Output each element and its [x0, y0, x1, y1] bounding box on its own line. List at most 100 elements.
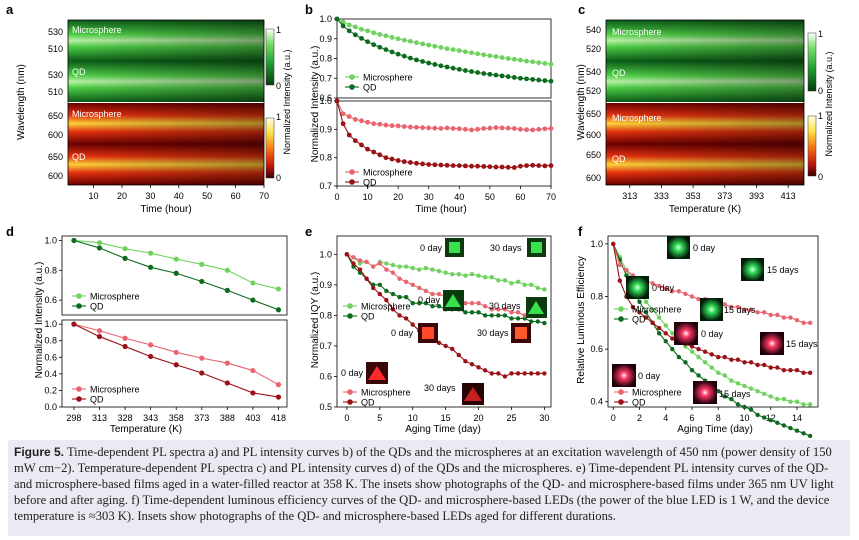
- data-point: [148, 264, 154, 270]
- inset-photo: [626, 276, 649, 299]
- data-point: [456, 48, 462, 53]
- data-point: [456, 271, 462, 277]
- panel-a-letter: a: [6, 2, 14, 17]
- data-point: [476, 273, 481, 278]
- x-tick-label: 25: [506, 413, 516, 423]
- data-point: [696, 354, 701, 360]
- data-point: [656, 331, 662, 336]
- data-point: [430, 267, 435, 272]
- colorbar-top: 1: [818, 29, 823, 39]
- data-point: [351, 255, 356, 260]
- data-point: [643, 299, 649, 304]
- data-point: [71, 321, 77, 327]
- legend-label: QD: [361, 312, 375, 322]
- data-point: [377, 291, 382, 297]
- figure-caption: Figure 5. Time-dependent PL spectra a) a…: [8, 440, 850, 536]
- data-point: [663, 323, 668, 328]
- data-point: [493, 72, 499, 78]
- data-point: [443, 270, 448, 275]
- data-point: [807, 402, 813, 407]
- caption-text: Time-dependent PL spectra a) and PL inte…: [14, 445, 834, 523]
- panel-c-xlabel: Temperature (K): [669, 204, 741, 215]
- data-point: [536, 126, 542, 132]
- data-point: [250, 297, 256, 303]
- data-point: [469, 310, 475, 315]
- data-point: [524, 76, 529, 82]
- data-point: [496, 278, 501, 283]
- data-point: [401, 159, 407, 165]
- panel-a-strip-label: Microsphere: [72, 109, 122, 119]
- data-point: [663, 339, 668, 344]
- data-point: [542, 61, 548, 66]
- data-point: [475, 70, 481, 75]
- data-point: [643, 315, 649, 320]
- data-point: [542, 78, 548, 84]
- data-point: [768, 312, 773, 318]
- panel-e-ylabel: Normalized IQY (a.u.): [310, 272, 321, 369]
- data-point: [96, 333, 103, 340]
- data-point: [371, 121, 377, 127]
- data-point: [702, 360, 708, 365]
- panel-c-letter: c: [578, 2, 585, 17]
- data-point: [536, 77, 542, 83]
- y-tick-label: 0.5: [319, 402, 332, 412]
- data-point: [456, 126, 462, 132]
- y-tick-label: 0.9: [319, 280, 332, 290]
- inset-photo: [674, 322, 698, 345]
- legend-label: Microsphere: [632, 388, 682, 398]
- legend-label: Microsphere: [363, 168, 413, 178]
- data-point: [122, 255, 128, 261]
- data-point: [364, 259, 369, 265]
- data-point: [365, 146, 370, 152]
- panel-c-strip-2: QD 540 520: [586, 61, 804, 102]
- x-tick-label: 14: [792, 413, 802, 423]
- data-point: [438, 63, 444, 69]
- data-point: [423, 288, 429, 294]
- data-point: [476, 310, 481, 315]
- data-point: [444, 46, 450, 52]
- data-point: [663, 331, 668, 336]
- data-point: [624, 268, 629, 273]
- data-point: [781, 423, 787, 428]
- y-tick: 650: [586, 109, 601, 119]
- y-tick-label: 1.0: [319, 96, 332, 106]
- data-point: [432, 162, 438, 168]
- data-point: [748, 407, 754, 412]
- data-point: [696, 296, 701, 302]
- data-point: [377, 282, 382, 288]
- data-point: [173, 362, 179, 368]
- data-point: [722, 394, 728, 399]
- data-point: [499, 125, 505, 131]
- panel-a-strip-2: QD 530 510: [48, 61, 264, 102]
- data-point: [502, 374, 508, 379]
- x-tick-label: 50: [202, 191, 212, 201]
- inset-label: 0 day: [418, 295, 441, 305]
- data-point: [359, 118, 364, 124]
- data-point: [397, 294, 402, 300]
- data-point: [650, 320, 655, 326]
- x-tick-label: 20: [474, 413, 484, 423]
- inset-photo: [667, 236, 690, 259]
- y-tick-label: 1.0: [319, 249, 332, 259]
- data-point: [224, 287, 230, 294]
- data-point: [410, 300, 415, 306]
- data-point: [807, 370, 813, 375]
- y-tick: 530: [48, 70, 63, 80]
- data-point: [670, 346, 675, 352]
- data-point: [96, 245, 103, 251]
- legend-label: Microsphere: [363, 73, 413, 83]
- inset-label: 30 days: [477, 328, 509, 338]
- data-point: [670, 289, 675, 294]
- data-point: [676, 354, 682, 360]
- x-tick-label: 393: [749, 191, 764, 201]
- legend-marker: [347, 313, 353, 319]
- x-tick-label: 0: [344, 413, 349, 423]
- legend-label: QD: [632, 398, 646, 408]
- data-point: [781, 315, 787, 320]
- data-point: [689, 367, 695, 373]
- data-point: [173, 256, 179, 262]
- inset-photo: [760, 332, 784, 355]
- legend-marker: [76, 386, 82, 392]
- colorbar-top: 1: [276, 25, 281, 35]
- data-point: [548, 126, 554, 131]
